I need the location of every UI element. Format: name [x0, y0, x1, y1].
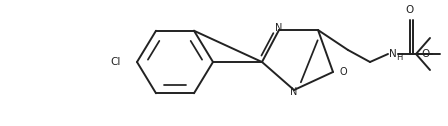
- Text: O: O: [422, 49, 430, 59]
- Text: H: H: [396, 54, 402, 62]
- Text: N: N: [389, 49, 397, 59]
- Text: O: O: [340, 67, 348, 77]
- Text: N: N: [290, 87, 297, 97]
- Text: O: O: [406, 5, 414, 15]
- Text: Cl: Cl: [111, 57, 121, 67]
- Text: N: N: [276, 23, 283, 33]
